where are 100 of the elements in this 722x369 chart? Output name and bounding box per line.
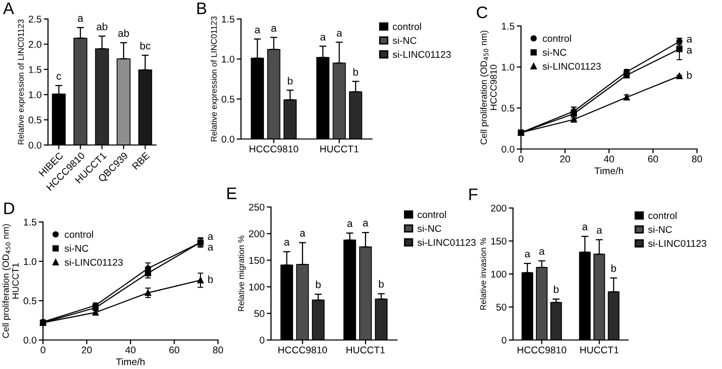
text: Cell proliferation (OD$_{450}$ nm) HCCC9810 [480, 30, 497, 144]
data-label: a [582, 224, 588, 230]
data-label: a [254, 28, 260, 34]
legend-label: si-LINC01123 [418, 238, 476, 246]
data-label: b [611, 264, 616, 272]
legend-label: control [648, 212, 677, 220]
legend-label: si-LINC01123 [392, 50, 451, 58]
data-label: a [363, 220, 368, 226]
x-axis-title: Time/h [594, 167, 624, 174]
data-label: a [347, 221, 353, 228]
y-tick-label: 2.0 [28, 40, 42, 48]
legend-label: si-NC [392, 36, 416, 44]
data-label: b [288, 76, 293, 85]
y-tick-label: 0 [502, 336, 506, 344]
chart-title: F [469, 188, 478, 200]
data-label: a [271, 26, 277, 32]
data-label: b [554, 285, 559, 294]
y-tick-label: 1.5 [502, 22, 514, 30]
data-label: a [686, 36, 692, 43]
x-tick-label: 0 [518, 156, 524, 162]
legend-label: si-LINC01123 [542, 62, 601, 70]
data-label: a [300, 230, 306, 237]
y-tick-label: 100 [491, 270, 506, 278]
y-tick-label: 150 [491, 238, 506, 245]
y-tick-label: 200 [491, 204, 506, 212]
legend-label: si-LINC01123 [648, 240, 706, 247]
y-tick-label: 50 [496, 304, 506, 311]
chart-title: D [4, 202, 14, 214]
y-tick-label: 50 [254, 310, 264, 318]
y-tick-label: 0.0 [28, 142, 42, 149]
x-tick-label: 20 [560, 156, 570, 162]
chart-title: C [476, 6, 488, 18]
legend-label: si-LINC01123 [64, 258, 123, 266]
legend-label: control [542, 34, 571, 42]
data-label: a [686, 48, 692, 54]
data-label: a [524, 252, 530, 258]
x-axis-title: Time/h [116, 358, 145, 366]
y-tick-label: 250 [249, 204, 264, 211]
data-label: ab [96, 22, 108, 30]
data-label: bc [140, 42, 150, 50]
data-label: c [56, 74, 62, 80]
data-label: b [316, 280, 321, 288]
x-tick-label: HCCC9810 [278, 346, 327, 354]
legend-label: si-NC [418, 224, 442, 232]
chart-title: E [227, 188, 236, 200]
data-label: a [336, 30, 342, 37]
data-label: b [379, 280, 384, 288]
y-tick-label: 1.0 [28, 91, 42, 98]
y-tick-label: 0.5 [502, 104, 514, 112]
y-tick-label: 0.0 [24, 336, 36, 344]
legend-label: si-NC [542, 48, 566, 56]
data-label: a [78, 16, 84, 22]
x-tick-label: 60 [648, 156, 658, 162]
x-tick-label: 40 [604, 156, 614, 162]
y-tick-label: 0.0 [502, 146, 514, 153]
y-tick-label: 1.5 [28, 66, 42, 74]
chart-title: A [3, 2, 14, 14]
x-tick-label: HCCC9810 [518, 346, 566, 354]
y-axis-title: Relative expression of LINC01123 [210, 16, 218, 142]
data-label: b [208, 275, 213, 284]
y-tick-label: 0 [260, 336, 264, 344]
y-tick-label: 150 [249, 256, 264, 264]
legend-label: control [392, 22, 421, 30]
data-label: a [208, 244, 214, 251]
x-tick-label: 40 [125, 346, 136, 354]
x-tick-label: HCCC9810 [250, 146, 298, 152]
text: Cell proliferation (OD$_{450}$ nm) HUCCT1 [2, 224, 19, 338]
chart-title: B [197, 2, 206, 14]
y-tick-label: 100 [249, 284, 264, 290]
legend-label: control [418, 210, 446, 218]
x-tick-label: 20 [82, 346, 92, 354]
y-tick-label: 1.0 [222, 56, 234, 63]
data-label: ab [118, 29, 129, 37]
legend-label: si-NC [64, 244, 88, 252]
data-label: a [284, 240, 290, 246]
legend-label: si-NC [648, 226, 672, 233]
x-tick-label: HUCCT1 [580, 346, 618, 354]
y-tick-label: 1.0 [502, 64, 514, 71]
y-tick-label: 1.5 [24, 218, 36, 226]
data-label: a [539, 249, 545, 255]
y-tick-label: 0.5 [24, 297, 36, 304]
data-label: b [353, 68, 358, 76]
x-tick-label: HUCCT1 [320, 146, 358, 152]
y-tick-label: 0.5 [28, 116, 42, 124]
y-axis-title: Relative invasion % [480, 238, 486, 310]
data-label: b [687, 71, 692, 79]
y-tick-label: 1.5 [222, 16, 234, 23]
y-axis-title: Relative expression of LINC01123 [18, 19, 26, 144]
y-tick-label: 1.0 [24, 258, 36, 265]
y-tick-label: 0.5 [222, 96, 234, 103]
y-tick-label: 200 [249, 230, 264, 238]
data-label: a [596, 228, 602, 234]
x-tick-label: 80 [213, 346, 224, 354]
data-label: a [208, 234, 214, 240]
y-axis-title: Relative migration % [238, 236, 246, 312]
x-tick-label: 60 [169, 346, 180, 354]
y-tick-label: 0.0 [222, 136, 234, 143]
y-tick-label: 2.5 [28, 16, 42, 23]
x-tick-label: HUCCT1 [346, 346, 385, 354]
x-tick-label: 80 [692, 156, 702, 162]
